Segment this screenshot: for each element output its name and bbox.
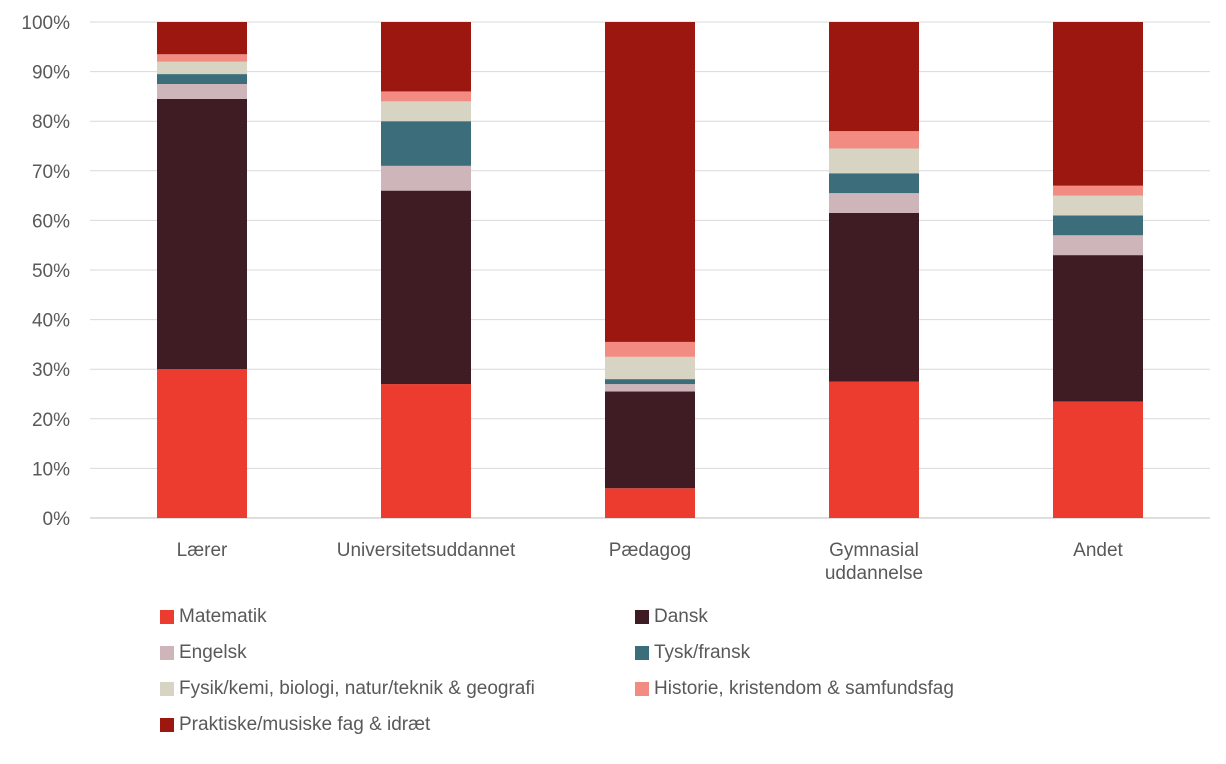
bar-segment bbox=[381, 101, 471, 122]
bar-segment bbox=[605, 384, 695, 392]
y-tick-label: 50% bbox=[32, 261, 70, 282]
legend-label: Historie, kristendom & samfundsfag bbox=[654, 678, 954, 699]
bar-segment bbox=[381, 22, 471, 92]
y-tick-label: 70% bbox=[32, 162, 70, 183]
x-tick-label: Universitetsuddannet bbox=[337, 540, 516, 561]
stacked-bar-chart: 0% 10% 20% 30% 40% 50% 60% 70% 80% 90% 100% Lærer U… bbox=[21, 13, 1210, 584]
bar-segment bbox=[157, 61, 247, 75]
x-tick-label: Pædagog bbox=[609, 540, 691, 561]
legend-swatch bbox=[160, 646, 174, 660]
y-tick-label: 40% bbox=[32, 311, 70, 332]
legend-item: Dansk bbox=[635, 606, 708, 628]
legend-item: Tysk/fransk bbox=[635, 642, 750, 664]
legend-item: Engelsk bbox=[160, 642, 247, 664]
y-tick-label: 100% bbox=[21, 13, 70, 34]
x-axis-category-labels: Lærer Universitetsuddannet Pædagog Gymnasia… bbox=[177, 540, 1124, 584]
bar-stack bbox=[605, 22, 695, 518]
bar-segment bbox=[157, 22, 247, 55]
bar-segment bbox=[1053, 215, 1143, 236]
bar-stacks bbox=[157, 22, 1143, 518]
legend-item: Historie, kristendom & samfundsfag bbox=[635, 678, 954, 700]
bar-stack bbox=[381, 22, 471, 518]
bar-segment bbox=[381, 165, 471, 191]
bar-segment bbox=[829, 381, 919, 518]
bar-segment bbox=[157, 54, 247, 62]
bar-segment bbox=[829, 193, 919, 213]
legend-label: Praktiske/musiske fag & idræt bbox=[179, 714, 431, 735]
y-tick-label: 30% bbox=[32, 360, 70, 381]
bar-segment bbox=[1053, 195, 1143, 216]
y-tick-label: 60% bbox=[32, 211, 70, 232]
bar-segment bbox=[381, 384, 471, 518]
legend-item: Fysik/kemi, biologi, natur/teknik & geog… bbox=[160, 678, 535, 700]
legend-swatch bbox=[160, 682, 174, 696]
x-tick-label: Andet bbox=[1073, 540, 1123, 561]
y-tick-label: 10% bbox=[32, 459, 70, 480]
bar-segment bbox=[1053, 185, 1143, 196]
bar-segment bbox=[381, 121, 471, 166]
x-tick-label: Lærer bbox=[177, 540, 228, 561]
bar-segment bbox=[829, 148, 919, 174]
bar-segment bbox=[605, 356, 695, 380]
y-tick-label: 90% bbox=[32, 63, 70, 84]
bar-segment bbox=[157, 98, 247, 370]
legend-swatch bbox=[160, 718, 174, 732]
legend-item: Matematik bbox=[160, 606, 267, 628]
bar-segment bbox=[605, 488, 695, 518]
bar-segment bbox=[1053, 235, 1143, 256]
bar-segment bbox=[829, 131, 919, 149]
legend-label: Matematik bbox=[179, 606, 267, 627]
y-tick-label: 80% bbox=[32, 112, 70, 133]
legend-swatch bbox=[160, 610, 174, 624]
bar-segment bbox=[1053, 401, 1143, 518]
bar-segment bbox=[1053, 22, 1143, 186]
bar-stack bbox=[1053, 22, 1143, 518]
legend-swatch bbox=[635, 646, 649, 660]
bar-segment bbox=[157, 74, 247, 84]
y-tick-label: 20% bbox=[32, 410, 70, 431]
legend-swatch bbox=[635, 610, 649, 624]
legend-label: Fysik/kemi, biologi, natur/teknik & geog… bbox=[179, 678, 535, 699]
bar-segment bbox=[1053, 255, 1143, 402]
legend-label: Engelsk bbox=[179, 642, 247, 663]
bar-segment bbox=[157, 84, 247, 99]
legend-label: Tysk/fransk bbox=[654, 642, 751, 663]
bar-segment bbox=[381, 190, 471, 385]
legend-item: Praktiske/musiske fag & idræt bbox=[160, 714, 430, 736]
bar-segment bbox=[381, 91, 471, 102]
legend-swatch bbox=[635, 682, 649, 696]
bar-segment bbox=[605, 391, 695, 489]
bar-segment bbox=[829, 22, 919, 132]
legend-label: Dansk bbox=[654, 606, 708, 627]
bar-segment bbox=[157, 369, 247, 518]
y-tick-label: 0% bbox=[43, 509, 71, 530]
bar-segment bbox=[829, 173, 919, 194]
y-axis-tick-labels: 0% 10% 20% 30% 40% 50% 60% 70% 80% 90% 100% bbox=[21, 13, 70, 530]
bar-stack bbox=[829, 22, 919, 518]
bar-stack bbox=[157, 22, 247, 518]
bar-segment bbox=[605, 22, 695, 342]
bar-segment bbox=[829, 212, 919, 382]
bar-segment bbox=[605, 379, 695, 385]
x-tick-label: Gymnasial uddannelse bbox=[825, 540, 923, 584]
bar-segment bbox=[605, 341, 695, 357]
